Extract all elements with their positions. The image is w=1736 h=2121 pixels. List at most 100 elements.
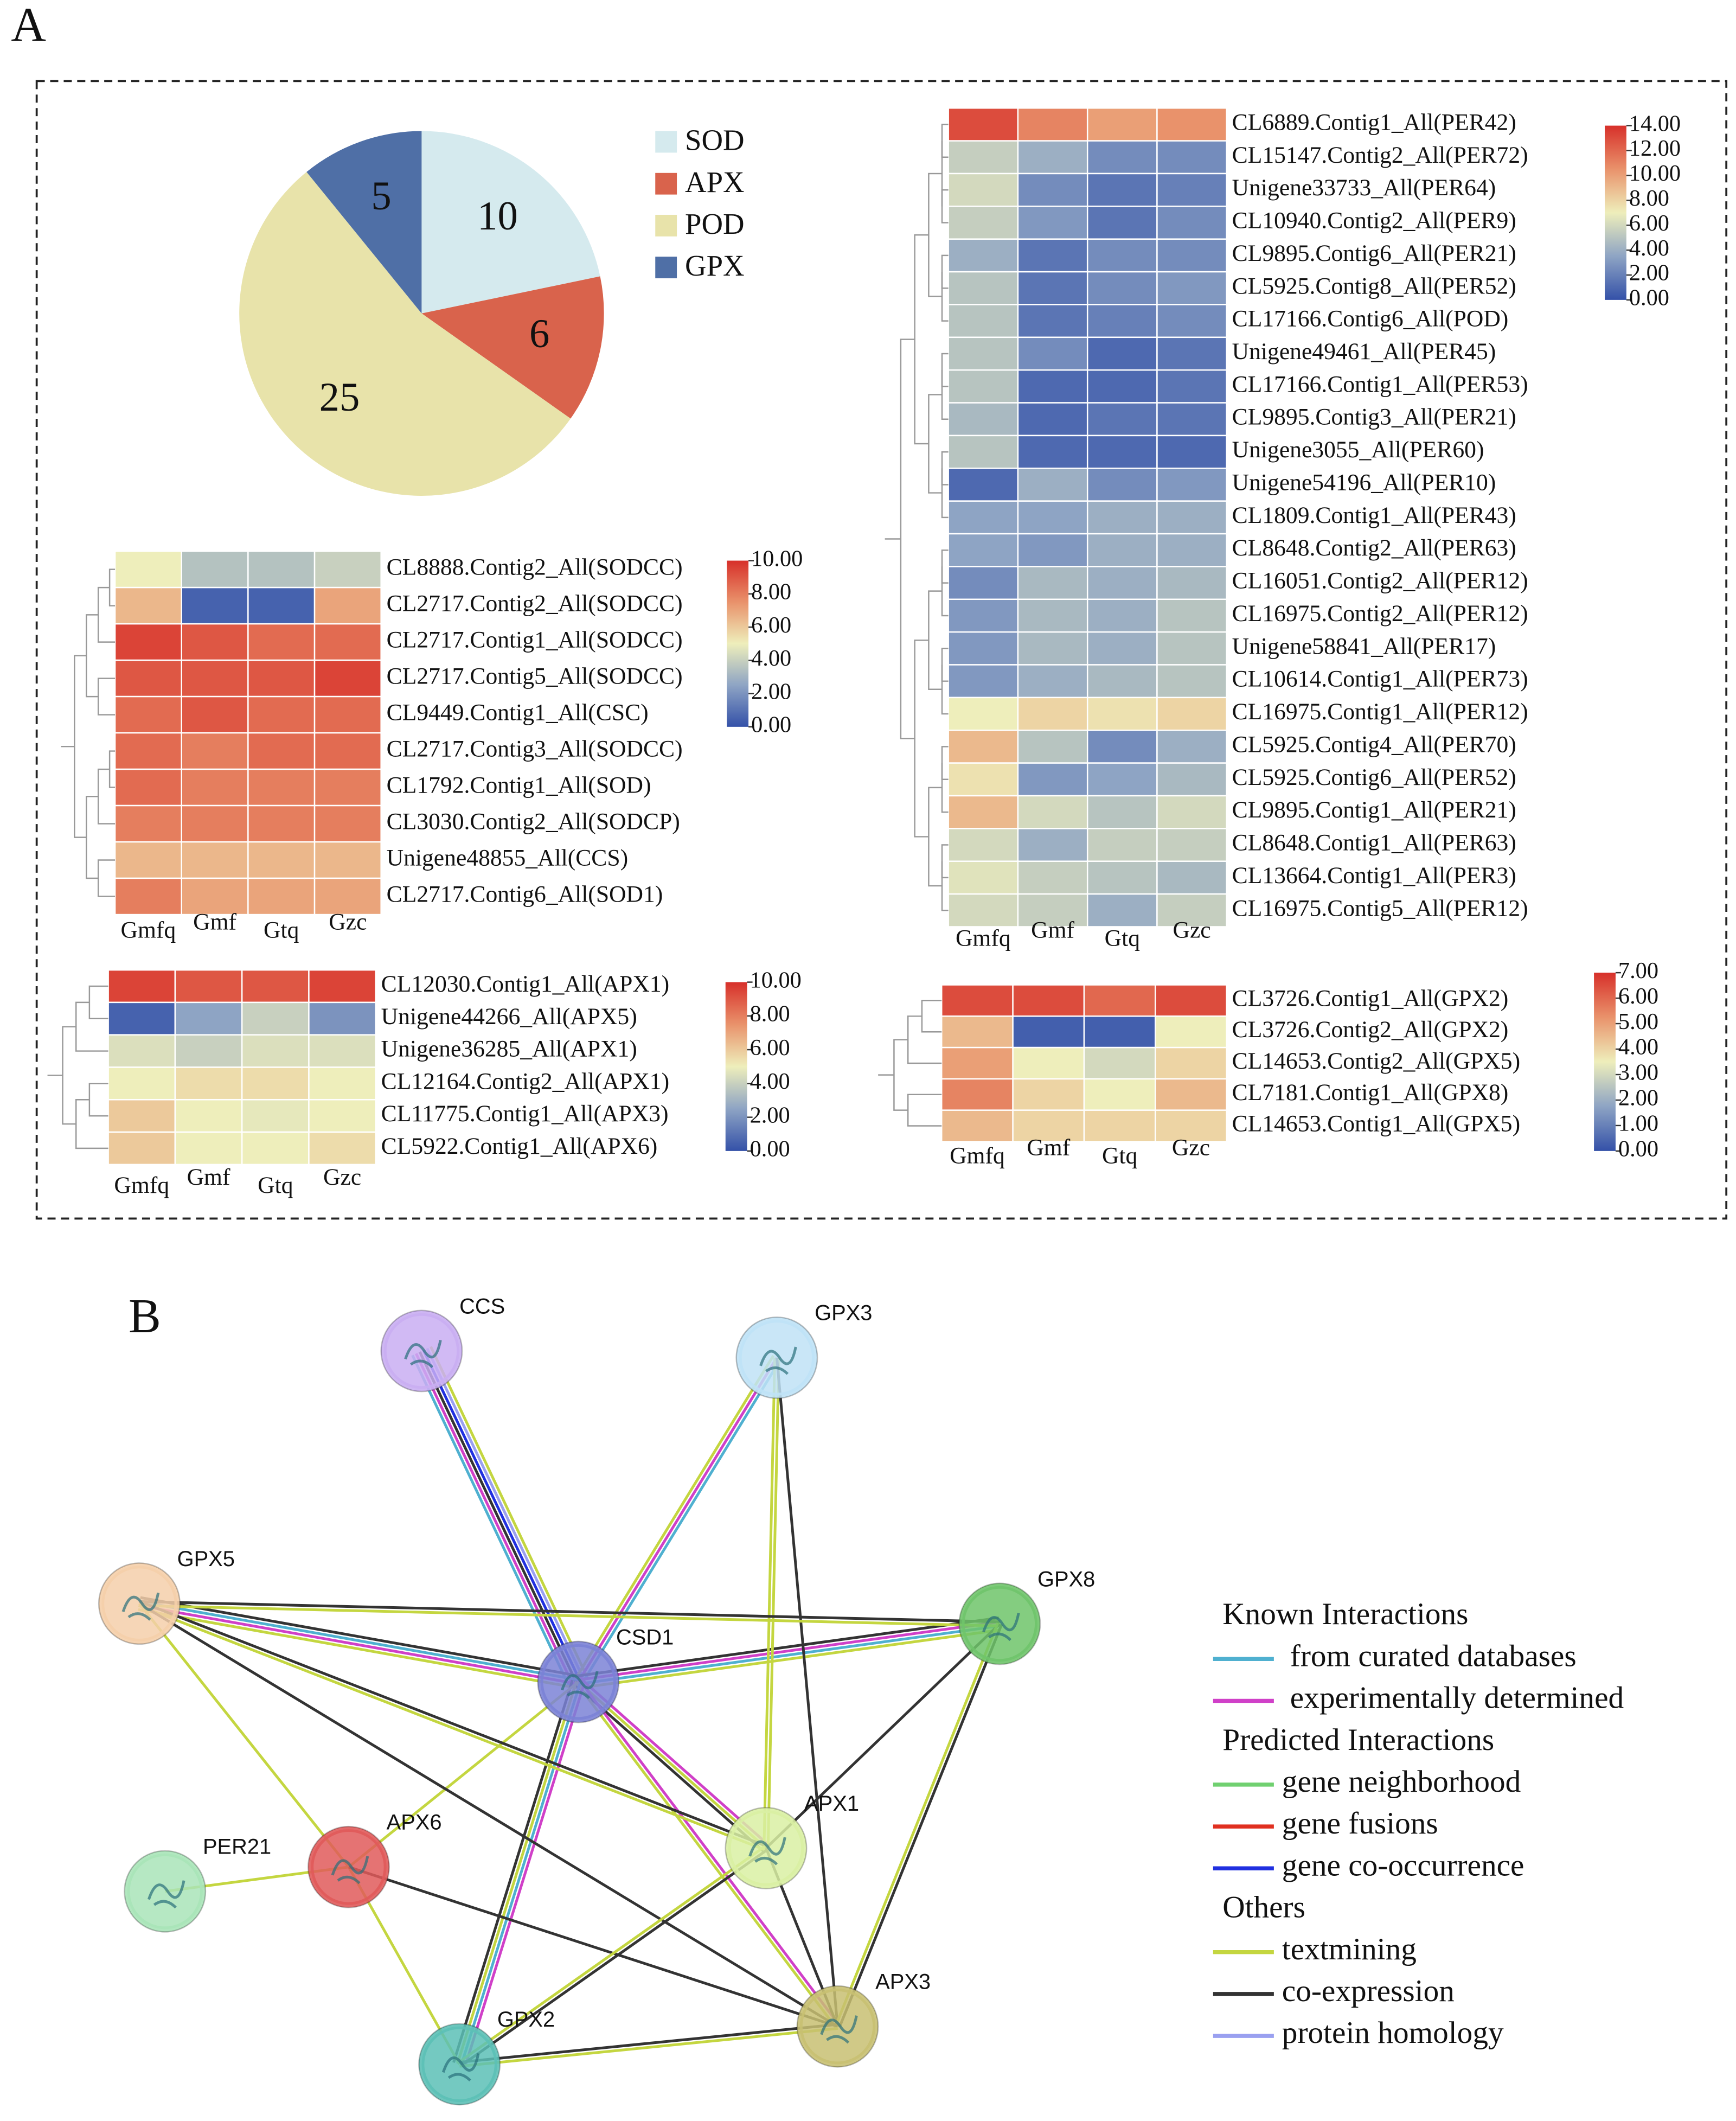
heat-cell (947, 435, 1019, 469)
interaction-edge (460, 1682, 582, 2066)
row-label: CL10940.Contig2_All(PER9) (1232, 208, 1516, 234)
column-label: Gzc (329, 909, 367, 935)
column-label: Gtq (1102, 1142, 1137, 1168)
interaction-edge (348, 1681, 579, 1868)
column-label: Gmfq (956, 925, 1011, 951)
heat-cell (1156, 664, 1227, 699)
dendrogram (907, 1094, 942, 1127)
dendrogram (75, 1098, 108, 1149)
dendrogram (941, 665, 949, 715)
heat-cell (247, 659, 316, 698)
heat-cell (1017, 271, 1088, 305)
heat-cell (181, 586, 249, 625)
heat-cell (114, 804, 182, 843)
heat-cell (947, 206, 1019, 240)
heat-cell (1086, 369, 1158, 404)
row-label: CL6889.Contig1_All(PER42) (1232, 109, 1516, 135)
colorbar-label: 7.00 (1618, 958, 1658, 983)
heat-cell (1156, 828, 1227, 862)
heat-cell (1017, 369, 1088, 404)
dendrogram (914, 639, 929, 838)
row-label: Unigene33733_All(PER64) (1232, 175, 1496, 201)
row-label: CL2717.Contig2_All(SODCC) (387, 591, 683, 617)
heat-cell (114, 623, 182, 661)
node-rim (380, 1309, 463, 1392)
heat-cell (940, 1078, 1014, 1111)
heat-cell (1012, 1078, 1085, 1111)
heat-cell (1086, 566, 1158, 600)
panel-label: A (11, 0, 46, 52)
heat-cell (114, 550, 182, 589)
dendrogram (97, 678, 116, 715)
colorbar (727, 560, 749, 727)
row-label: CL14653.Contig2_All(GPX5) (1232, 1048, 1520, 1074)
heat-cell (1156, 107, 1227, 142)
heat-cell (313, 804, 382, 843)
dendrogram (74, 655, 87, 838)
heat-cell (1017, 304, 1088, 338)
heat-cell (247, 841, 316, 879)
heat-cell (1156, 631, 1227, 666)
heat-cell (1083, 1015, 1156, 1049)
dendrogram (928, 787, 942, 887)
heat-cell (181, 695, 249, 734)
heat-cell (1017, 206, 1088, 240)
heat-cell (247, 768, 316, 807)
heat-cell (1086, 631, 1158, 666)
heat-cell (1017, 566, 1088, 600)
dendrogram (941, 549, 949, 584)
heat-cell (1155, 984, 1227, 1017)
heat-cell (1017, 468, 1088, 502)
legend-swatch (655, 173, 677, 195)
heat-cell (1017, 173, 1088, 207)
row-label: CL3726.Contig1_All(GPX2) (1232, 985, 1509, 1011)
heat-cell (1086, 173, 1158, 207)
heat-cell (940, 1046, 1014, 1080)
heat-cell (241, 1131, 310, 1166)
dendrogram (914, 234, 929, 445)
protein-node (99, 1563, 180, 1644)
row-label: CL2717.Contig1_All(SODCC) (387, 627, 683, 653)
heat-cell (241, 1066, 310, 1101)
interaction-edge (415, 1353, 574, 1685)
legend-label: SOD (685, 124, 745, 157)
slice-label: 10 (477, 194, 518, 239)
heat-cell (181, 768, 249, 807)
heat-cell (1156, 369, 1227, 404)
heat-cell (181, 732, 249, 770)
heat-cell (107, 969, 176, 1004)
dendrogram (97, 859, 116, 897)
legend-label: POD (685, 207, 745, 240)
interaction-edge (459, 2023, 838, 2064)
heat-cell (114, 841, 182, 879)
heat-cell (947, 762, 1019, 797)
node-label: APX1 (804, 1792, 859, 1816)
node-rim (725, 1806, 808, 1889)
node-label: GPX3 (815, 1301, 872, 1325)
legend-group-title: Known Interactions (1222, 1597, 1468, 1631)
row-label: Unigene49461_All(PER45) (1232, 338, 1496, 365)
row-label: CL1792.Contig1_All(SOD) (387, 772, 651, 798)
interaction-edge (138, 1602, 350, 1868)
heat-cell (247, 877, 316, 916)
interaction-edge (140, 1596, 580, 1678)
pie-slice (421, 131, 600, 314)
dendrogram (941, 451, 949, 485)
heat-cell (947, 533, 1019, 567)
pie-slice (306, 131, 422, 314)
interaction-edge (765, 1622, 1001, 1849)
colorbar-label: 10.00 (1629, 161, 1681, 186)
heat-cell (114, 586, 182, 625)
heat-cell (1017, 828, 1088, 862)
heat-cell (313, 695, 382, 734)
colorbar (1605, 125, 1626, 300)
legend-group-title: Predicted Interactions (1222, 1723, 1494, 1757)
heat-cell (947, 697, 1019, 731)
heat-cell (947, 664, 1019, 699)
heat-cell (1086, 500, 1158, 535)
protein-node (725, 1807, 807, 1889)
row-label: CL8648.Contig1_All(PER63) (1232, 830, 1516, 856)
heat-cell (1086, 435, 1158, 469)
row-label: CL3726.Contig2_All(GPX2) (1232, 1017, 1509, 1043)
